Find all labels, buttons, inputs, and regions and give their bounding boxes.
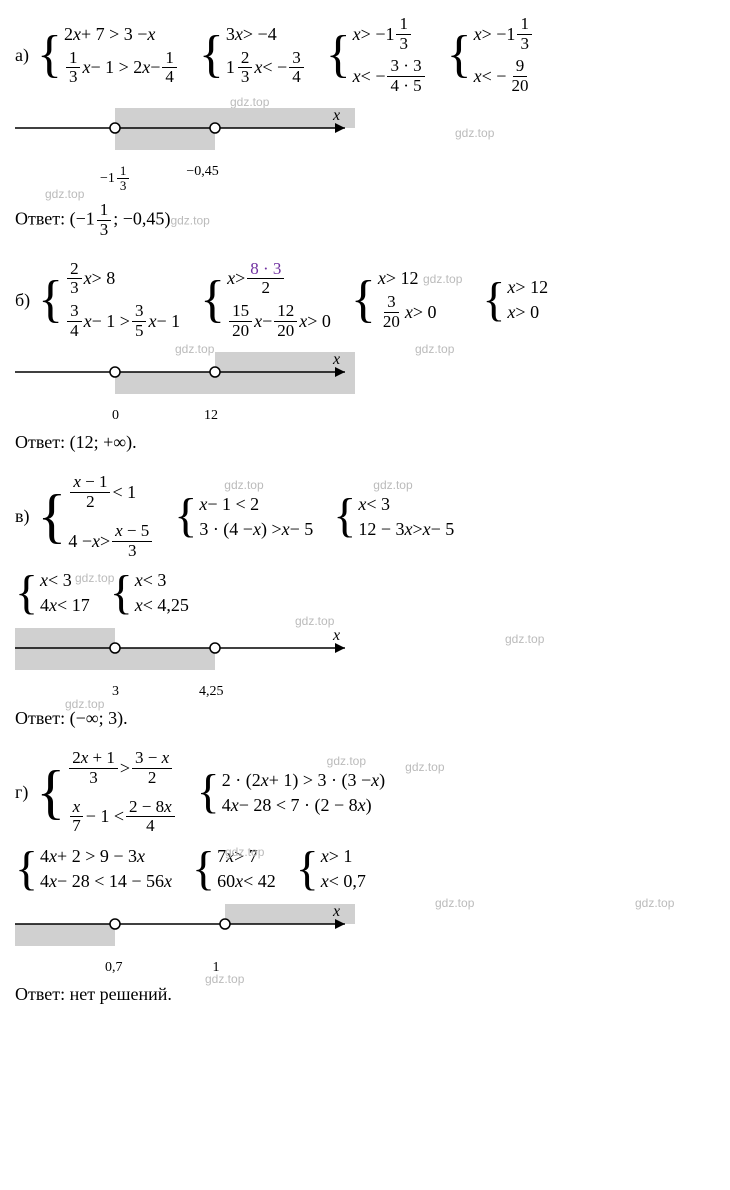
number-line-a: x −113 −0,45 gdz.top xyxy=(15,108,715,194)
brace-icon: { xyxy=(38,278,63,322)
brace-icon: { xyxy=(36,767,65,818)
system-3: gdz.top { x < 3 12 − 3x > x − 5 xyxy=(333,494,454,540)
number-line-v: gdz.top gdz.top x 3 4,25 xyxy=(15,628,715,700)
equation-row-2: { 4x + 2 > 9 − 3x 4x − 28 < 14 − 56x { 7… xyxy=(15,846,715,892)
brace-icon: { xyxy=(326,33,351,77)
problem-label: г) xyxy=(15,782,28,803)
number-line-g: gdz.top gdz.top x 0,7 1 gdz.top xyxy=(15,904,715,976)
problem-a: а) { 2x + 7 > 3 − x 13 x − 1 > 2x − 14 {… xyxy=(15,15,715,240)
brace-icon: { xyxy=(15,849,38,890)
system-2: gdz.top { x − 1 < 2 3 · (4 − x) > x − 5 xyxy=(174,494,313,540)
problem-b: б) { 23x > 8 34x − 1 > 35x − 1 { x > 8 ·… xyxy=(15,260,715,454)
brace-icon: { xyxy=(15,573,38,614)
system-1: в) { x − 12 < 1 4 − x > x − 53 xyxy=(15,473,154,560)
system-5: { x < 3 x < 4,25 xyxy=(110,570,189,616)
brace-icon: { xyxy=(174,496,197,537)
problem-v: в) { x − 12 < 1 4 − x > x − 53 gdz.top {… xyxy=(15,473,715,729)
brace-icon: { xyxy=(192,849,215,890)
equation-row: а) { 2x + 7 > 3 − x 13 x − 1 > 2x − 14 {… xyxy=(15,15,715,96)
svg-text:x: x xyxy=(332,904,340,920)
system-2: gdz.top { 2 · (2x + 1) > 3 · (3 − x) 4x … xyxy=(197,770,385,816)
problem-g: г) { 2x + 13 > 3 − x2 x7 − 1 < 2 − 8x4 g… xyxy=(15,749,715,1005)
system-4: { 7x > 7 60x < 42 xyxy=(192,846,276,892)
number-line-b: x 0 12 xyxy=(15,352,715,424)
system-2: { x > 8 · 32 1520x − 1220x > 0 xyxy=(200,260,331,341)
equation-row: б) { 23x > 8 34x − 1 > 35x − 1 { x > 8 ·… xyxy=(15,260,715,341)
svg-text:x: x xyxy=(332,628,340,644)
svg-text:x: x xyxy=(332,108,340,124)
answer-b: Ответ: (12; +∞). xyxy=(15,432,715,453)
brace-icon: { xyxy=(37,33,62,77)
system-3: { x > −113 x < − 3 · 34 · 5 xyxy=(326,15,427,96)
system-4: { x > 12 x > 0 xyxy=(482,277,548,323)
brace-icon: { xyxy=(200,278,225,322)
problem-label: в) xyxy=(15,506,30,527)
brace-icon: { xyxy=(482,280,505,321)
equation-row-2: { x < 3 4x < 17 { x < 3 x < 4,25 xyxy=(15,570,715,616)
brace-icon: { xyxy=(333,496,356,537)
equation-row: г) { 2x + 13 > 3 − x2 x7 − 1 < 2 − 8x4 g… xyxy=(15,749,715,836)
answer-g: Ответ: нет решений. xyxy=(15,984,715,1005)
system-4: { x > −113 x < − 920 xyxy=(447,15,534,96)
answer-v: Ответ: (−∞; 3). xyxy=(15,708,715,729)
problem-label: а) xyxy=(15,45,29,66)
brace-icon: { xyxy=(38,491,67,542)
system-1: б) { 23x > 8 34x − 1 > 35x − 1 xyxy=(15,260,180,341)
brace-icon: { xyxy=(110,573,133,614)
answer-a: gdz.top Ответ: (−113; −0,45)gdz.top xyxy=(15,201,715,239)
brace-icon: { xyxy=(296,849,319,890)
watermark: gdz.top xyxy=(455,126,494,140)
problem-label: б) xyxy=(15,290,30,311)
brace-icon: { xyxy=(447,33,472,77)
system-2: { 3x > −4 123 x < − 34 xyxy=(199,24,306,87)
system-1: а) { 2x + 7 > 3 − x 13 x − 1 > 2x − 14 xyxy=(15,24,179,87)
system-3: { x > 12 gdz.top 320x > 0 xyxy=(351,268,463,331)
svg-text:x: x xyxy=(332,352,340,368)
system-3: { 4x + 2 > 9 − 3x 4x − 28 < 14 − 56x xyxy=(15,846,172,892)
system-5: { x > 1 x < 0,7 xyxy=(296,846,366,892)
brace-icon: { xyxy=(199,33,224,77)
system-1: г) { 2x + 13 > 3 − x2 x7 − 1 < 2 − 8x4 xyxy=(15,749,177,836)
system-4: { x < 3 4x < 17 xyxy=(15,570,90,616)
brace-icon: { xyxy=(351,278,376,322)
equation-row: в) { x − 12 < 1 4 − x > x − 53 gdz.top {… xyxy=(15,473,715,560)
brace-icon: { xyxy=(197,772,220,813)
